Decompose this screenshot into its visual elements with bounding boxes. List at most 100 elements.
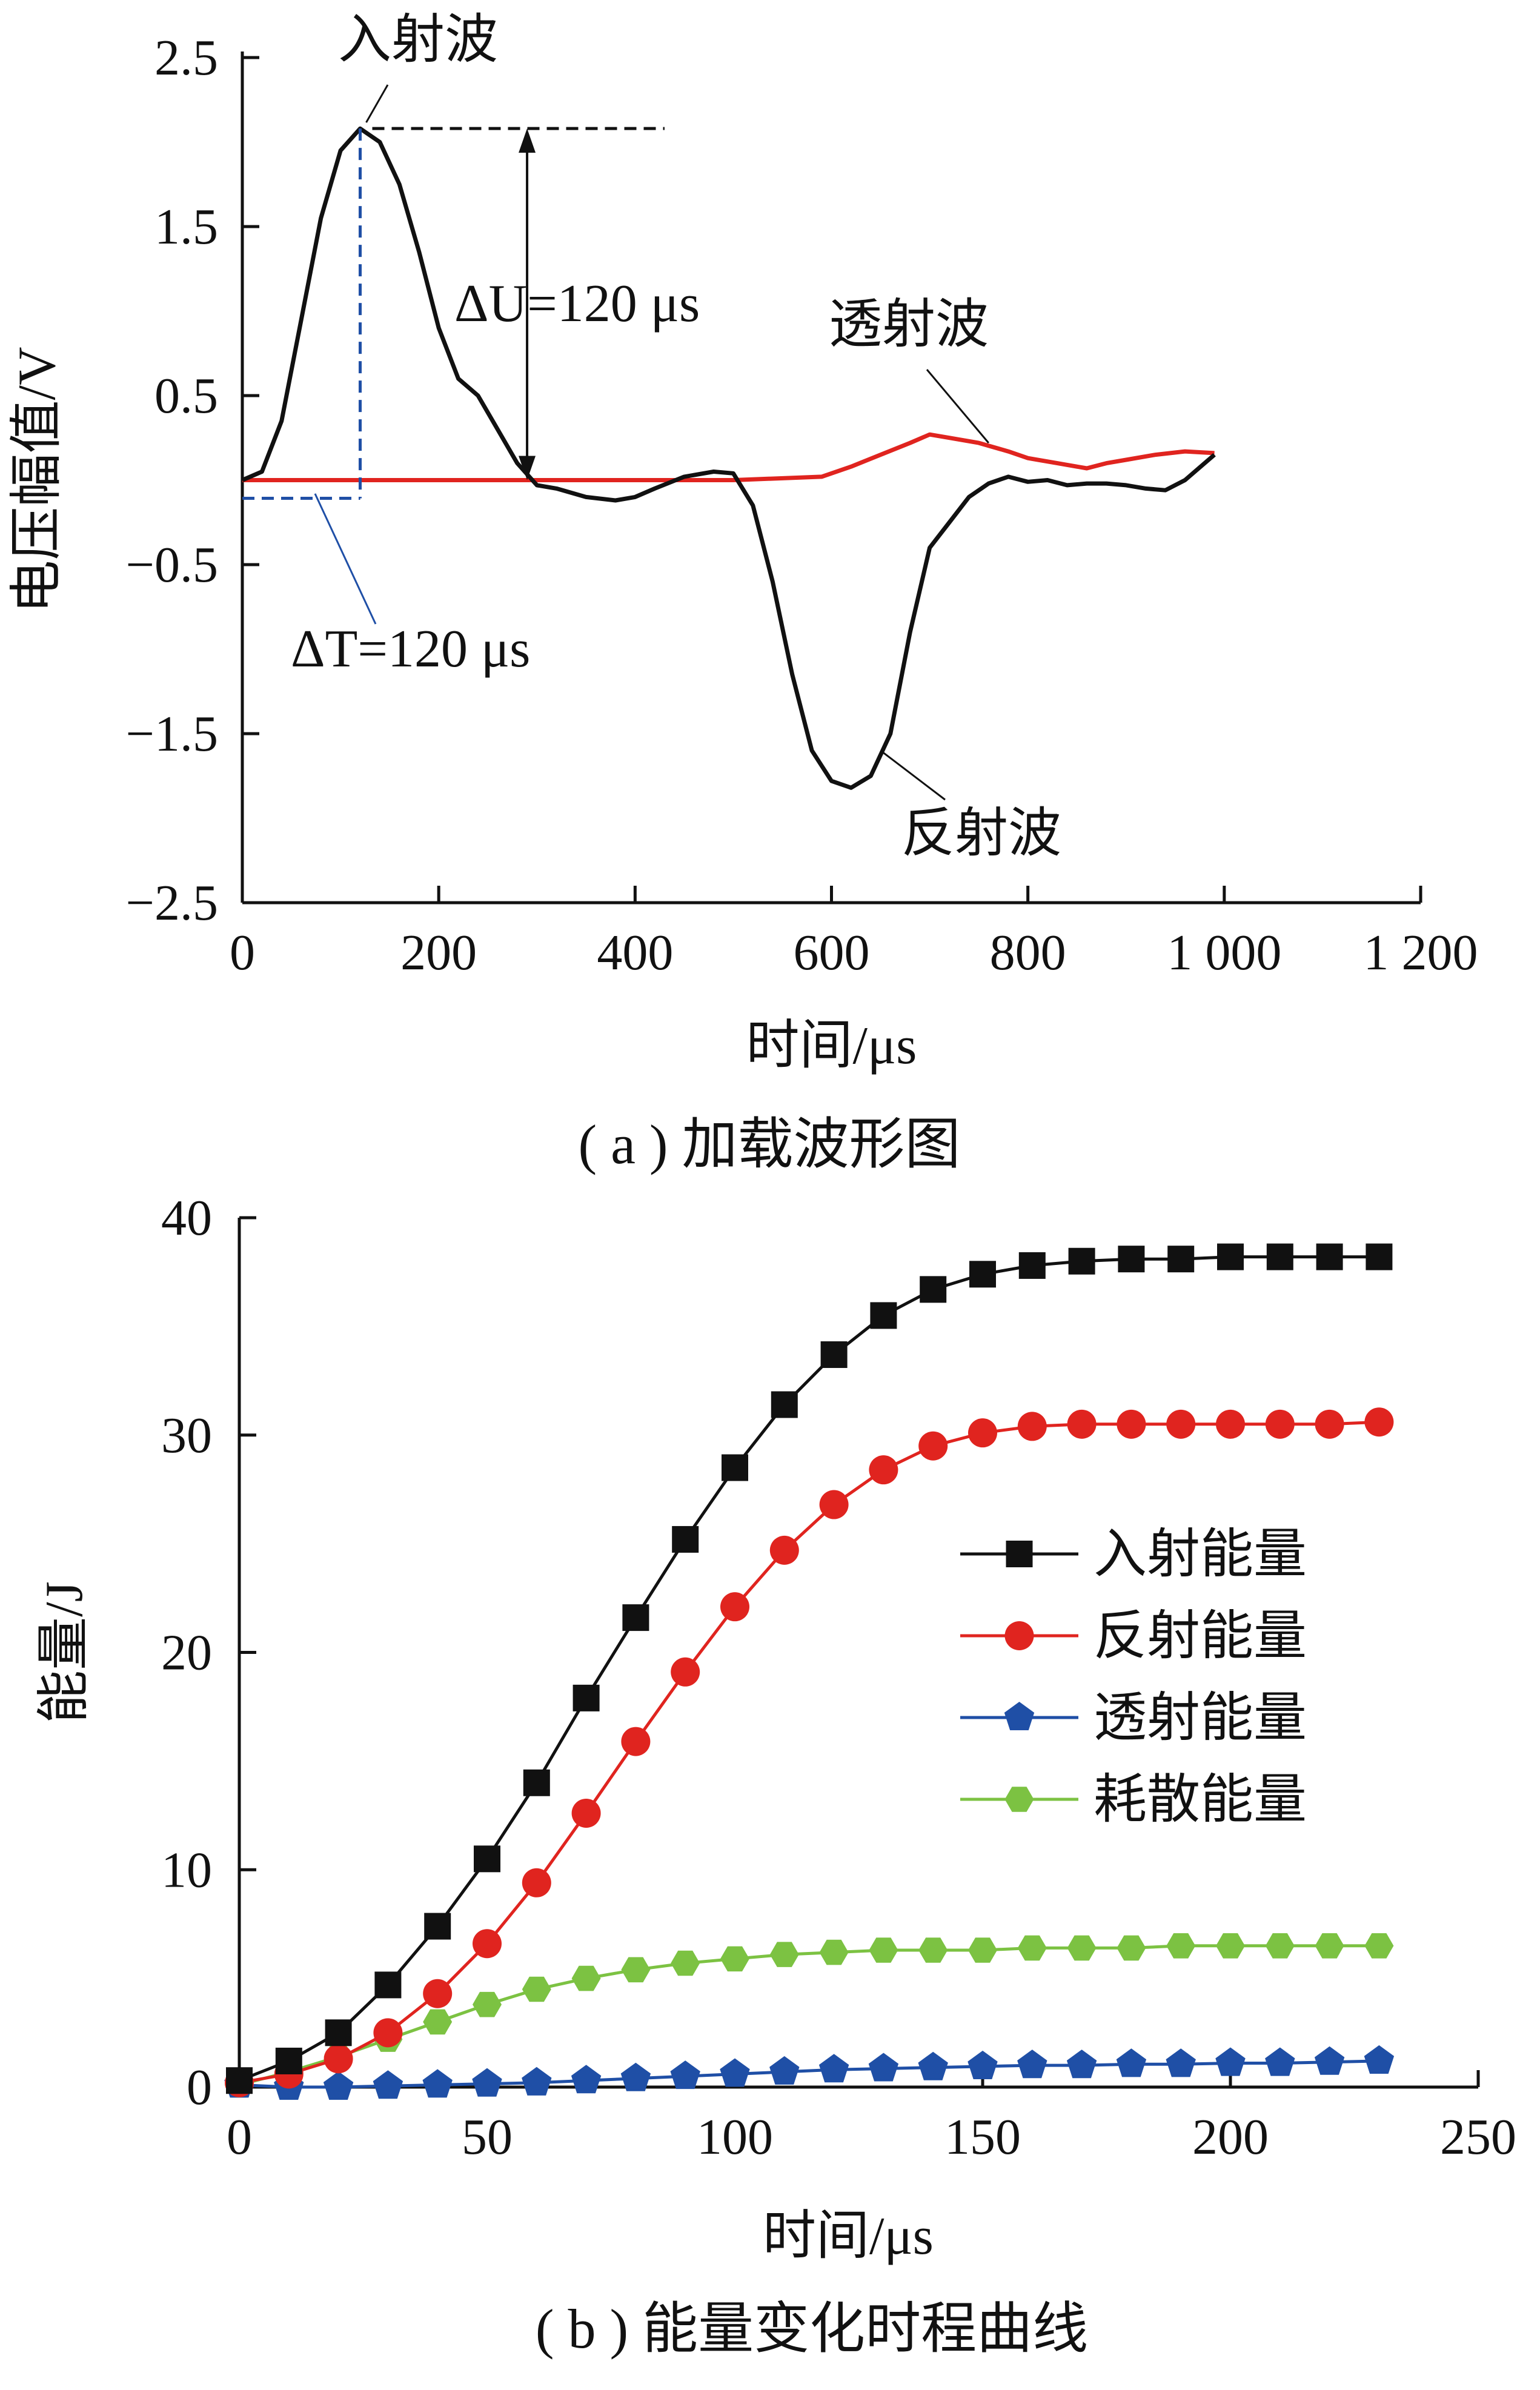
legend-label: 入射能量: [1094, 1525, 1307, 1584]
panel-b-data-point: [869, 1937, 898, 1963]
legend-label: 透射能量: [1094, 1689, 1307, 1748]
panel-a-caption: ( a ) 加载波形图: [578, 1114, 960, 1175]
panel-b-data-point: [769, 1942, 799, 1967]
panel-b-data-point: [1364, 1407, 1394, 1437]
panel-b-data-point: [473, 1991, 502, 2017]
panel-b-data-point: [275, 2047, 302, 2074]
panel-b-data-point: [1166, 1933, 1196, 1959]
panel-b-data-point: [1366, 1243, 1393, 1270]
delta-u-annotation: ΔU=120 μs: [454, 274, 700, 333]
panel-b-data-point: [672, 1525, 699, 1553]
legend-label: 耗散能量: [1094, 1771, 1307, 1830]
incident-label-leader: [365, 84, 389, 123]
panel-b-y-tick-label: 0: [187, 2059, 212, 2116]
panel-b-data-point: [1167, 1246, 1195, 1273]
panel-b-data-point: [620, 2062, 651, 2091]
panel-b-data-point: [1364, 2045, 1395, 2074]
panel-b-data-point: [918, 1431, 948, 1461]
panel-b-data-point: [226, 2067, 253, 2094]
panel-b-y-tick-label: 20: [161, 1625, 212, 1681]
panel-b-data-point: [374, 1971, 402, 1999]
panel-b-data-point: [968, 1418, 997, 1448]
panel-a-series: [241, 126, 1216, 790]
panel-a-y-tick-label: 0.5: [154, 368, 218, 424]
panel-b-data-point: [1316, 1243, 1343, 1270]
panel-a-x-tick-label: 0: [230, 924, 255, 981]
legend-label: 反射能量: [1094, 1607, 1307, 1666]
panel-b-data-point: [422, 2069, 453, 2098]
panel-b-data-point: [373, 2070, 403, 2099]
panel-b-data-point: [720, 1592, 749, 1622]
panel-b-data-point: [1265, 1409, 1295, 1439]
panel-b-data-point: [571, 2065, 602, 2094]
panel-b-y-axis-label: 能量/J: [35, 1581, 94, 1724]
panel-b-data-point: [323, 2071, 354, 2100]
panel-b-data-point: [1216, 1933, 1245, 1959]
panel-b-data-point: [670, 2060, 700, 2090]
panel-b-x-tick-label: 250: [1440, 2109, 1516, 2165]
panel-b-data-point: [325, 2019, 352, 2046]
panel-b-data-point: [769, 1535, 799, 1565]
panel-b-data-point: [621, 1727, 651, 1756]
panel-b-data-point: [622, 1604, 649, 1632]
panel-a-x-tick-label: 1 200: [1364, 924, 1478, 981]
panel-b-data-point: [523, 1769, 550, 1796]
transmitted-wave-label: 透射波: [829, 296, 989, 354]
panel-b-data-point: [522, 1976, 551, 2002]
delta-u-arrowhead-top: [519, 128, 536, 153]
panel-a-axes: [241, 51, 1422, 905]
panel-a-annotations: [242, 84, 989, 801]
legend-swatch-marker: [1004, 1702, 1035, 1730]
panel-b-x-tick-label: 50: [462, 2109, 513, 2165]
panel-b-data-point: [473, 1929, 502, 1959]
panel-b-x-axis-label: 时间/μs: [763, 2207, 934, 2266]
panel-b-data-point: [918, 1937, 948, 1963]
panel-b-data-point: [1116, 2048, 1147, 2077]
panel-b-data-point: [1364, 1933, 1394, 1959]
panel-b-data-point: [1166, 2048, 1196, 2077]
panel-b-data-point: [424, 1913, 451, 1940]
panel-b-data-point: [1068, 1247, 1095, 1275]
panel-b-energy-chart: 0 10 20 30 40 0 50 100 150 200 250 入射能量反射能量透射能量耗散能…: [35, 1190, 1516, 2360]
delta-t-annotation: ΔT=120 μs: [291, 620, 530, 679]
panel-b-caption: ( b ) 能量变化时程曲线: [536, 2298, 1088, 2360]
panel-b-y-tick-label: 10: [161, 1842, 212, 1898]
panel-b-data-point: [472, 2068, 502, 2097]
panel-b-data-point: [1067, 1935, 1097, 1961]
panel-b-data-point: [818, 2054, 849, 2083]
panel-b-series: [224, 1243, 1395, 2100]
reflected-wave-label: 反射波: [901, 805, 1061, 863]
delta-u-arrowhead-bottom: [519, 456, 536, 480]
panel-b-data-point: [373, 2018, 403, 2048]
transmitted-label-leader: [926, 369, 989, 444]
panel-b-x-tick-label: 150: [944, 2109, 1021, 2165]
panel-b-data-point: [1265, 2047, 1295, 2076]
panel-b-data-point: [1315, 1933, 1344, 1959]
panel-b-data-point: [968, 1937, 997, 1963]
panel-b-data-point: [671, 1950, 700, 1976]
reflected-label-leader: [880, 749, 946, 801]
panel-b-data-point: [573, 1684, 600, 1711]
panel-b-data-point: [1067, 1409, 1097, 1439]
panel-a-y-tick-label: −0.5: [126, 537, 218, 593]
legend-swatch-marker: [1004, 1621, 1034, 1650]
panel-a-y-tick-label: −2.5: [126, 875, 218, 931]
delta-t-label-leader: [314, 493, 377, 625]
panel-a-x-tick-label: 600: [794, 924, 870, 981]
panel-b-data-point: [621, 1957, 651, 1983]
panel-a-waveform-chart: 2.5 1.5 0.5 −0.5 −1.5 −2.50 200 400 600 800 1 000 1…: [8, 11, 1478, 1175]
panel-b-data-point: [671, 1657, 700, 1687]
panel-b-data-point: [720, 2058, 750, 2087]
panel-b-data-point: [1315, 1409, 1344, 1439]
panel-a-series-line-0: [241, 126, 1216, 790]
panel-a-y-tick-label: 2.5: [154, 30, 218, 86]
panel-a-y-axis-label: 电压幅值/V: [8, 347, 67, 613]
panel-b-data-point: [571, 1798, 601, 1828]
panel-b-tick-labels: 0 10 20 30 40 0 50 100 150 200 250: [161, 1190, 1516, 2165]
panel-b-data-point: [920, 1276, 947, 1303]
panel-b-data-point: [720, 1946, 749, 1972]
panel-b-data-point: [1117, 1409, 1146, 1439]
panel-a-x-tick-label: 800: [990, 924, 1066, 981]
panel-b-data-point: [324, 2044, 353, 2074]
panel-b-y-tick-label: 30: [161, 1407, 212, 1464]
